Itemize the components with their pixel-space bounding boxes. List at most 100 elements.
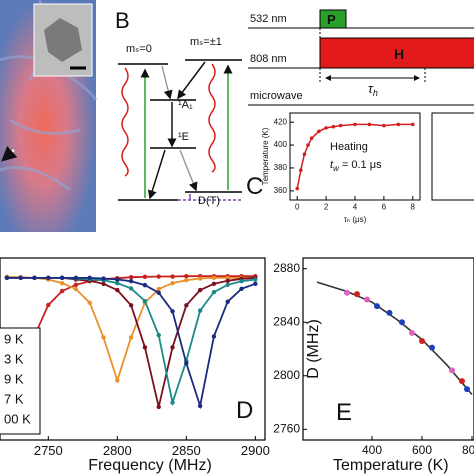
data-point xyxy=(128,278,134,284)
data-point xyxy=(46,275,51,281)
plot: 400 600 800 2760 2800 2840 2880 Temperature (K)… xyxy=(273,257,474,474)
data-point xyxy=(142,274,148,280)
x-tick-label: 2900 xyxy=(241,443,270,458)
data-point xyxy=(46,302,51,308)
pulse-label: H xyxy=(394,46,404,62)
annotation: Heating xyxy=(330,141,368,153)
data-point xyxy=(73,275,79,281)
data-point xyxy=(170,345,175,350)
data-point xyxy=(299,168,303,173)
plot-frame xyxy=(302,257,474,441)
legend-label: 9 K xyxy=(4,331,24,346)
data-point xyxy=(156,286,161,292)
data-point xyxy=(142,345,148,350)
data-point xyxy=(184,277,189,283)
y-axis-label: D (MHz) xyxy=(305,319,322,379)
data-point xyxy=(115,287,120,293)
data-point xyxy=(309,136,314,140)
legend-label: 9 K xyxy=(4,371,24,386)
data-point xyxy=(128,335,134,340)
data-point xyxy=(170,280,175,286)
x-axis-label: Temperature (K) xyxy=(333,457,449,474)
y-tick-label: 400 xyxy=(274,140,288,149)
series-line xyxy=(6,276,256,384)
data-point xyxy=(156,290,161,295)
panel-letter: D xyxy=(236,397,253,424)
data-point xyxy=(295,186,300,191)
data-point xyxy=(354,291,360,298)
data-point xyxy=(87,275,92,281)
y-tick-label: 2760 xyxy=(273,421,300,435)
data-point xyxy=(239,278,244,284)
data-point xyxy=(374,303,380,310)
y-tick-label: 420 xyxy=(274,117,288,126)
series-line xyxy=(6,277,256,410)
data-point xyxy=(115,280,120,286)
y-tick-label: 2800 xyxy=(273,368,300,382)
data-point xyxy=(211,275,217,281)
data-point xyxy=(449,367,455,374)
plot: 0 2 4 6 8 360 380 400 420 τₕ (μs) Temperature (K) xyxy=(261,112,421,224)
data-point xyxy=(156,404,161,410)
data-point xyxy=(101,335,106,340)
legend-label: 3 K xyxy=(4,351,24,366)
data-point xyxy=(225,278,230,284)
data-point xyxy=(4,275,10,281)
sequence-label: 808 nm xyxy=(250,53,287,65)
sequence-label: 532 nm xyxy=(250,13,287,25)
duration-label: τh xyxy=(368,81,378,98)
annotation-part: = 0.1 μs xyxy=(339,159,382,171)
y-tick-label: 360 xyxy=(274,186,288,195)
annotation-part: w xyxy=(333,164,340,173)
level-label: ¹E xyxy=(178,131,189,143)
level-label: D(T) xyxy=(198,195,220,207)
panel-letter: B xyxy=(115,8,130,33)
x-tick-label: 8 xyxy=(411,202,416,211)
data-point xyxy=(170,400,175,405)
sequence-label: microwave xyxy=(250,90,303,102)
x-tick-label: 400 xyxy=(362,443,382,457)
data-point xyxy=(128,303,134,308)
duration-subscript: h xyxy=(373,88,378,98)
data-point xyxy=(306,143,310,147)
legend-label: 7 K xyxy=(4,391,24,406)
data-point xyxy=(344,289,350,296)
data-point xyxy=(211,334,217,339)
data-point xyxy=(184,274,189,279)
x-tick-label: 0 xyxy=(295,202,300,211)
panel-letter: E xyxy=(336,399,352,426)
data-point xyxy=(382,123,386,128)
data-point xyxy=(197,287,203,293)
data-point xyxy=(197,403,203,409)
panel-letter: C xyxy=(246,173,263,200)
data-point xyxy=(459,378,465,385)
plot-frame xyxy=(0,257,266,441)
data-point xyxy=(317,129,321,134)
data-point xyxy=(115,378,120,383)
x-tick-label: 6 xyxy=(382,202,387,211)
data-point xyxy=(73,282,79,288)
data-point xyxy=(211,289,217,295)
y-tick-label: 380 xyxy=(274,163,288,172)
series-line xyxy=(6,277,256,408)
data-point xyxy=(302,152,307,157)
data-point xyxy=(324,126,328,130)
data-point xyxy=(399,319,405,326)
energy-diagram xyxy=(118,59,242,201)
data-point xyxy=(225,282,230,288)
x-tick-label: 800 xyxy=(462,443,474,457)
x-axis-label: Frequency (MHz) xyxy=(88,457,212,474)
data-point xyxy=(197,308,203,313)
data-point xyxy=(87,300,92,305)
data-point xyxy=(59,288,65,294)
data-point xyxy=(142,282,148,288)
data-point xyxy=(253,277,258,282)
data-point xyxy=(386,309,393,316)
series-line xyxy=(316,281,473,396)
level-label: mₛ=0 xyxy=(126,43,152,55)
pulse-label: P xyxy=(327,12,336,27)
data-point xyxy=(142,298,148,304)
data-point xyxy=(464,386,470,393)
